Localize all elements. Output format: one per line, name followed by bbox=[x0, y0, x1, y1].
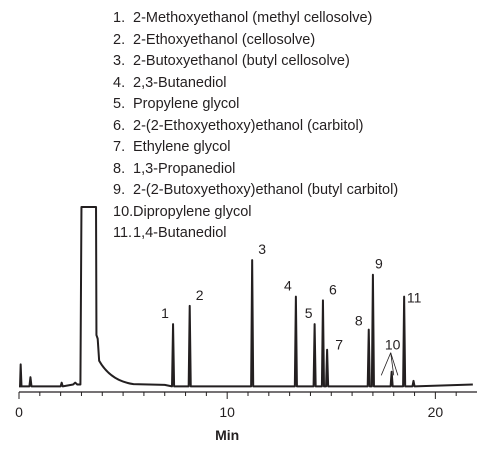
legend-item: 11.1,4-Butanediol bbox=[113, 225, 227, 241]
peak-label: 2 bbox=[196, 287, 204, 303]
legend-item: 1. 2-Methoxyethanol (methyl cellosolve) bbox=[113, 10, 373, 26]
peak-label: 8 bbox=[355, 313, 363, 329]
peak-label: 10 bbox=[385, 337, 401, 353]
legend-item: 6. 2-(2-Ethoxyethoxy)ethanol (carbitol) bbox=[113, 117, 364, 134]
legend-item: 7. Ethylene glycol bbox=[113, 139, 231, 155]
legend-item: 2. 2-Ethoxyethanol (cellosolve) bbox=[113, 31, 316, 48]
x-tick-label: 0 bbox=[15, 404, 23, 420]
legend-item: 10.Dipropylene glycol bbox=[113, 203, 252, 220]
legend-item: 9. 2-(2-Butoxyethoxy)ethanol (butyl carbi… bbox=[113, 182, 399, 198]
x-axis-title: Min bbox=[215, 427, 239, 443]
peak-label: 1 bbox=[161, 305, 169, 321]
peak-label: 3 bbox=[258, 241, 266, 257]
peak-label: 7 bbox=[335, 337, 343, 353]
peak-label: 5 bbox=[305, 305, 313, 321]
peak-label: 9 bbox=[375, 256, 383, 272]
peak-label: 6 bbox=[329, 281, 337, 297]
peak-10-leader bbox=[390, 352, 395, 376]
legend-item: 3. 2-Butoxyethanol (butyl cellosolve) bbox=[113, 53, 350, 69]
legend-item: 8. 1,3-Propanediol bbox=[113, 160, 236, 177]
chromatogram-trace bbox=[19, 206, 473, 388]
peak-labels: 1 2 3 456 78 9 11 10 bbox=[161, 241, 422, 376]
x-tick-label: 10 bbox=[219, 404, 235, 420]
peak-label: 11 bbox=[407, 290, 422, 306]
x-tick-label: 20 bbox=[428, 404, 444, 420]
legend-item: 5. Propylene glycol bbox=[113, 96, 240, 112]
peak-10-leader bbox=[380, 352, 392, 376]
compound-legend: 1. 2-Methoxyethanol (methyl cellosolve) 2… bbox=[113, 8, 398, 245]
peak-10-leader bbox=[390, 352, 399, 376]
x-axis: 0 10 20 bbox=[15, 391, 477, 420]
peak-label: 4 bbox=[284, 278, 292, 294]
legend-item: 4. 2,3-Butanediol bbox=[113, 74, 227, 91]
